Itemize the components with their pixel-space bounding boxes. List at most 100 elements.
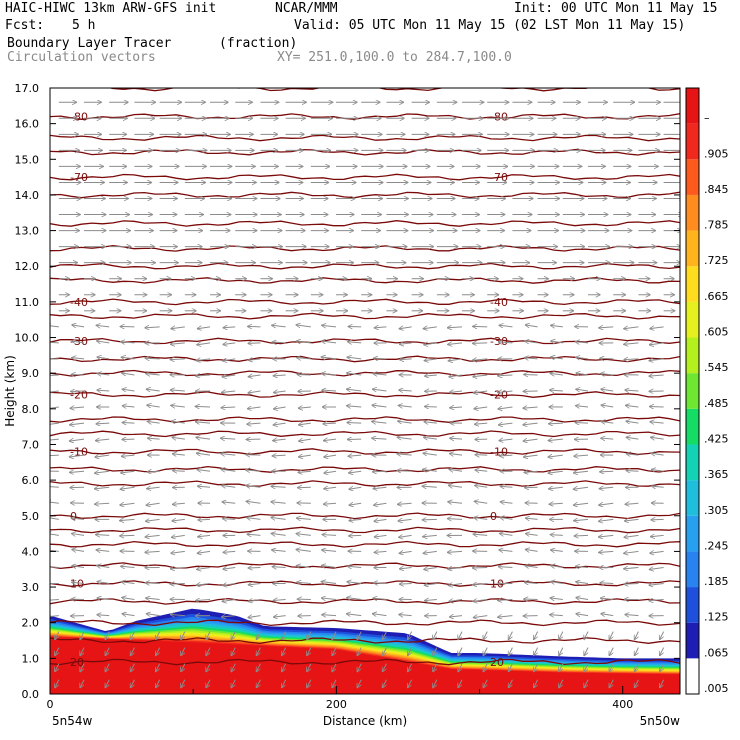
circulation-vector (649, 600, 664, 601)
circulation-vector (448, 343, 463, 345)
circulation-vector (576, 614, 589, 616)
circulation-vector (626, 471, 639, 472)
circulation-vector (247, 423, 261, 424)
temperature-contour-line (50, 191, 680, 199)
circulation-vector (548, 455, 563, 457)
circulation-vector (399, 583, 412, 584)
colorbar-swatch (686, 301, 699, 338)
circulation-vector (499, 455, 513, 456)
circulation-vector (576, 389, 589, 391)
circulation-vector (146, 598, 160, 599)
circulation-vector (223, 519, 236, 520)
circulation-vector (559, 663, 564, 672)
circulation-vector (651, 486, 664, 487)
circulation-vector (609, 663, 614, 672)
circulation-vector (524, 471, 538, 472)
temperature-contour-line (50, 298, 680, 306)
colorbar-swatch (686, 515, 699, 552)
circulation-vector (399, 343, 412, 344)
circulation-vector (601, 614, 614, 616)
circulation-vector (97, 615, 110, 616)
circulation-vector (551, 582, 563, 584)
circulation-vector (424, 422, 437, 423)
circulation-vector (50, 342, 59, 343)
circulation-vector (449, 391, 463, 393)
circulation-vector (574, 535, 589, 536)
temperature-contour-line (50, 262, 680, 270)
circulation-vector (97, 582, 110, 584)
circulation-vector (96, 325, 110, 327)
circulation-vector (145, 327, 160, 328)
circulation-vector (322, 535, 337, 536)
circulation-vector (171, 535, 185, 537)
circulation-vector (573, 471, 589, 473)
circulation-vector (576, 357, 589, 359)
circulation-vector (122, 598, 135, 600)
circulation-vector (474, 407, 488, 409)
circulation-vector (550, 390, 563, 391)
circulation-vector (372, 614, 387, 616)
circulation-vector (296, 566, 311, 568)
circulation-vector (147, 438, 160, 439)
contour-label: 20 (70, 656, 84, 669)
circulation-vector (122, 614, 135, 616)
colorbar-label: .125 (704, 611, 729, 624)
circulation-vector (458, 663, 463, 672)
circulation-vector (231, 663, 236, 672)
circulation-vector (170, 567, 185, 568)
circulation-vectors (50, 102, 680, 688)
circulation-vector (584, 663, 589, 672)
colorbar: .005 .065 .125 .185 .245 .305 .365 .425 .485 .545… (685, 87, 729, 695)
circulation-vector (221, 616, 236, 617)
circulation-vector (573, 503, 589, 505)
circulation-vector (196, 583, 211, 585)
circulation-vector (649, 567, 664, 569)
circulation-vector (422, 486, 437, 487)
circulation-vector (551, 357, 563, 359)
circulation-vector (95, 471, 110, 473)
circulation-vector (50, 615, 59, 618)
circulation-vector (408, 679, 413, 688)
circulation-vector (373, 374, 387, 375)
circulation-vector (231, 679, 236, 688)
circulation-vector (50, 550, 59, 552)
circulation-vector (120, 503, 135, 505)
contour-label: 0 (70, 510, 77, 523)
circulation-vector (97, 598, 110, 600)
x-tick-label: 400 (612, 698, 633, 711)
circulation-vector (246, 485, 261, 487)
circulation-vector (196, 437, 211, 439)
circulation-vector (80, 631, 85, 640)
circulation-vector (347, 582, 362, 584)
y-tick-label: 9.0 (22, 367, 40, 380)
circulation-vector (221, 407, 236, 408)
contour-label: 20 (490, 656, 504, 669)
circulation-vector (122, 389, 135, 391)
circulation-vector (472, 583, 488, 584)
circulation-vector (424, 583, 437, 585)
circulation-vector (307, 647, 312, 656)
circulation-vector (72, 582, 85, 583)
circulation-vector (373, 583, 387, 584)
circulation-vector (651, 519, 664, 520)
circulation-vector (197, 567, 211, 569)
y-tick-label: 14.0 (15, 189, 40, 202)
circulation-vector (248, 600, 261, 602)
field-name: Boundary Layer Tracer (7, 36, 172, 51)
circulation-vector (248, 359, 261, 360)
circulation-vector (347, 423, 362, 424)
circulation-vector (332, 647, 337, 656)
contour-label: 0 (490, 510, 497, 523)
circulation-vector (500, 517, 513, 519)
circulation-vector (398, 503, 412, 504)
circulation-vector (624, 535, 639, 537)
circulation-vector (357, 679, 362, 688)
contour-label: -80 (490, 111, 508, 124)
circulation-vector (121, 471, 135, 473)
plot-frame (49, 87, 681, 695)
circulation-vector (69, 439, 85, 441)
circulation-vector (72, 325, 85, 327)
circulation-vector (424, 567, 437, 569)
circulation-vector (221, 485, 236, 487)
colorbar-swatch (686, 408, 699, 445)
